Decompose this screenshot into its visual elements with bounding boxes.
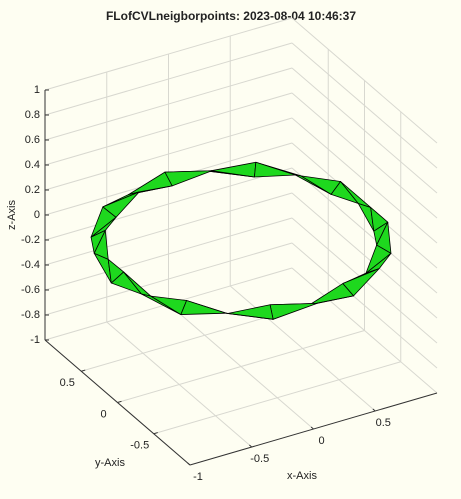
z-tick-label: -0.4 — [21, 259, 40, 271]
y-tick-label: 0 — [100, 408, 106, 420]
x-tick-label: 0 — [318, 435, 324, 447]
y-tick — [81, 369, 86, 372]
x-axis-label: x-Axis — [287, 470, 317, 482]
z-tick-label: -0.8 — [21, 309, 40, 321]
z-tick-label: -0.6 — [21, 284, 40, 296]
ring-face — [225, 312, 274, 320]
grid-line — [291, 167, 438, 294]
y-tick — [117, 400, 122, 403]
z-tick-label: -0.2 — [21, 234, 40, 246]
grid-line — [153, 361, 401, 435]
x-tick — [249, 444, 253, 448]
grid-line — [44, 92, 293, 166]
y-axis-label: y-Axis — [95, 457, 125, 469]
ring-face — [254, 161, 296, 178]
grid-line — [291, 117, 438, 244]
grid-line — [291, 17, 438, 144]
y-tick-label: -0.5 — [130, 440, 149, 452]
y-tick-label: 0.5 — [60, 377, 75, 389]
grid-line — [291, 192, 438, 319]
z-axis-label: z-Axis — [6, 200, 18, 230]
x-tick — [187, 462, 191, 466]
z-tick-label: -1 — [30, 334, 40, 346]
grid-line — [291, 67, 438, 194]
grid-line — [291, 267, 438, 394]
grid-line — [44, 67, 293, 141]
z-tick-label: 1 — [34, 84, 40, 96]
grid-line — [44, 117, 293, 191]
grid-line — [44, 217, 293, 291]
grid-line — [44, 192, 293, 266]
z-tick-label: 0 — [34, 209, 40, 221]
grid-line — [291, 92, 438, 219]
grid-line — [117, 330, 365, 403]
x-tick-label: -0.5 — [250, 453, 269, 465]
grid-line — [44, 42, 293, 116]
x-tick-label: 0.5 — [376, 417, 391, 429]
x-tick — [310, 426, 314, 430]
x-tick — [372, 408, 376, 412]
chart-title: FLofCVLneigborpoints: 2023-08-04 10:46:3… — [106, 9, 356, 23]
z-tick-label: 0.8 — [25, 109, 40, 121]
grid-line — [44, 17, 293, 91]
x-tick-label: -1 — [193, 471, 203, 483]
z-tick-label: 0.6 — [25, 134, 40, 146]
grid-line — [44, 242, 293, 316]
grid-line — [291, 242, 438, 369]
z-tick-label: 0.2 — [25, 184, 40, 196]
grid-line — [291, 42, 438, 169]
grid-line — [44, 167, 293, 241]
ring-face — [180, 300, 227, 315]
y-tick — [153, 432, 158, 435]
z-tick-label: 0.4 — [25, 159, 40, 171]
